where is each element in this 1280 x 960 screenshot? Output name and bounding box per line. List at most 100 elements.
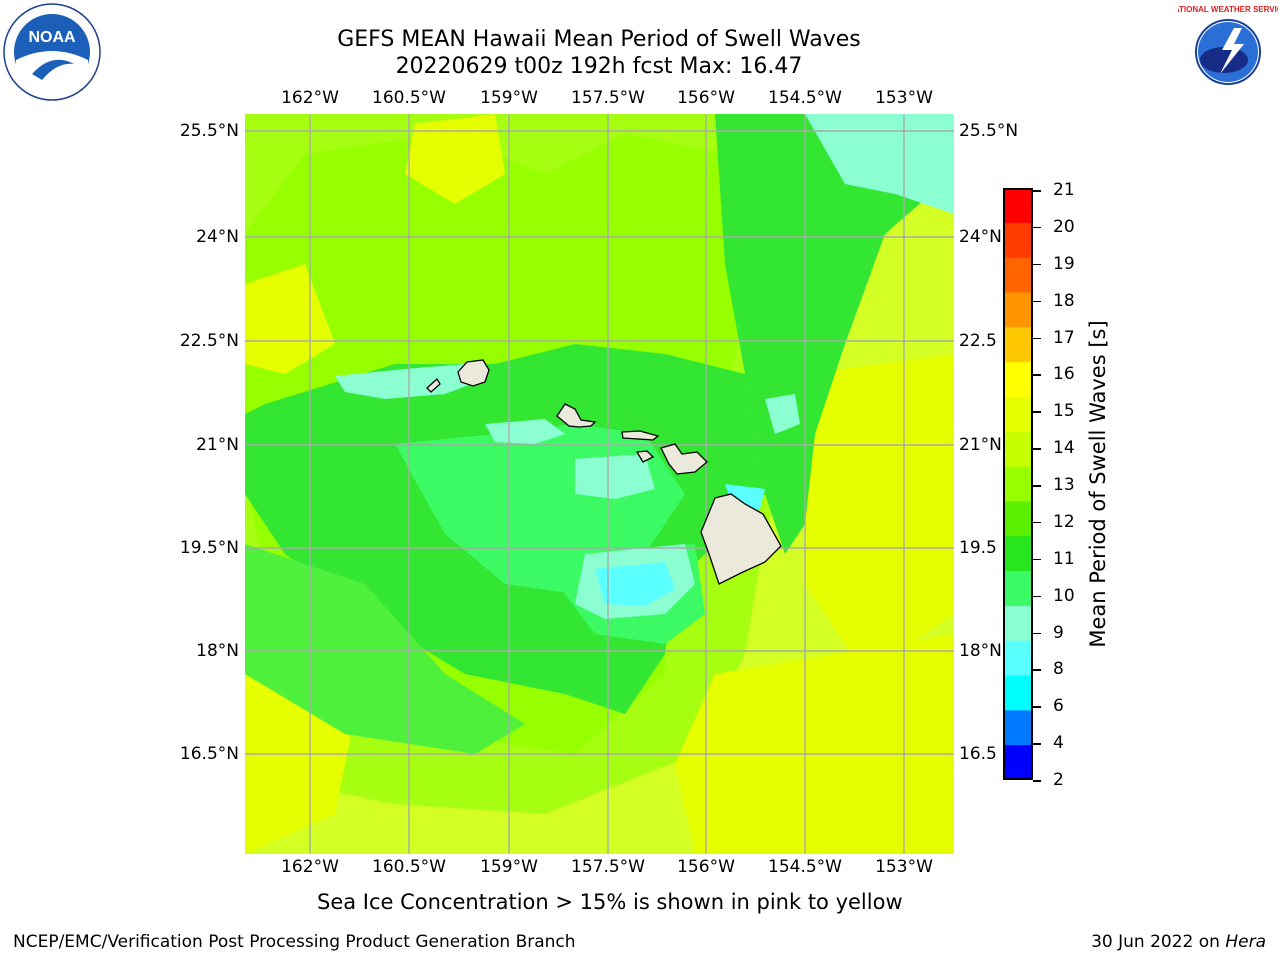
field-background	[245, 114, 954, 854]
colorbar-tick-label: 4	[1053, 733, 1064, 754]
island-oahu	[556, 403, 597, 428]
colorbar-tick-label: 19	[1053, 253, 1075, 274]
lon-label-bottom: 159°W	[480, 857, 538, 877]
islands	[426, 359, 782, 585]
colorbar-tick	[1033, 226, 1041, 229]
colorbar-tick	[1033, 337, 1041, 339]
colorbar-tick	[1033, 669, 1041, 671]
colorbar-tick-label: 20	[1053, 216, 1075, 237]
lat-label-right: 21°N	[959, 435, 1002, 455]
colorbar-swatch	[1003, 640, 1033, 677]
island-maui	[660, 443, 708, 475]
lon-label-bottom: 153°W	[875, 857, 933, 877]
colorbar-tick-label: 21	[1053, 180, 1075, 200]
swell-period-map	[245, 114, 954, 854]
footer-date: 30 Jun 2022 on Hera	[1091, 932, 1266, 952]
colorbar-tick	[1033, 632, 1041, 634]
colorbar-tick-label: 17	[1053, 327, 1075, 348]
colorbar-swatch	[1003, 362, 1033, 398]
island-lanai	[635, 450, 655, 463]
lon-label-bottom: 156°W	[677, 857, 735, 877]
colorbar-tick-label: 9	[1053, 622, 1064, 643]
nws-logo: NATIONAL WEATHER SERVICE	[1178, 5, 1278, 99]
colorbar-tick	[1033, 595, 1041, 598]
colorbar-tick-label: 12	[1053, 511, 1075, 532]
colorbar-frame	[1003, 188, 1033, 780]
colorbar-tick-label: 14	[1053, 438, 1075, 459]
island-niihau	[426, 377, 441, 393]
lon-label-top: 159°W	[480, 88, 538, 108]
noaa-logo: NOAA	[3, 3, 101, 101]
colorbar-tick	[1033, 780, 1041, 782]
lat-label-left: 18°N	[196, 641, 239, 661]
colorbar-swatch	[1003, 710, 1033, 746]
lon-label-top: 162°W	[281, 88, 339, 108]
colorbar-swatch	[1003, 396, 1033, 433]
lat-label-right: 16.5	[959, 744, 997, 764]
footer-date-text: 30 Jun 2022 on	[1091, 932, 1226, 952]
colorbar-swatch	[1003, 501, 1033, 537]
lat-label-left: 16.5°N	[179, 744, 239, 764]
island-hawaii	[700, 493, 782, 585]
lon-label-top: 154.5°W	[768, 88, 842, 108]
colorbar-tick	[1033, 190, 1041, 192]
lat-label-right: 24°N	[959, 227, 1002, 247]
svg-text:NATIONAL WEATHER SERVICE: NATIONAL WEATHER SERVICE	[1178, 5, 1278, 14]
footer-credit: NCEP/EMC/Verification Post Processing Pr…	[13, 932, 576, 952]
colorbar-tick	[1033, 743, 1041, 745]
lat-label-left: 22.5°N	[179, 331, 239, 351]
colorbar-tick-label: 8	[1053, 659, 1064, 680]
colorbar-swatch	[1003, 292, 1033, 328]
colorbar-title: Mean Period of Swell Waves [s]	[1086, 320, 1110, 648]
colorbar-tick	[1033, 411, 1041, 413]
colorbar-tick-label: 2	[1053, 770, 1064, 790]
lat-label-right: 25.5°N	[959, 121, 1019, 141]
colorbar-tick-label: 16	[1053, 364, 1075, 385]
colorbar-tick-label: 13	[1053, 475, 1075, 495]
colorbar-tick	[1033, 300, 1041, 303]
lon-label-top: 157.5°W	[571, 88, 645, 108]
lat-label-right: 18°N	[959, 641, 1002, 661]
island-molokai	[621, 430, 660, 441]
colorbar	[1003, 188, 1033, 780]
lat-label-left: 21°N	[196, 435, 239, 455]
svg-text:NOAA: NOAA	[28, 29, 76, 46]
colorbar-swatch	[1003, 536, 1033, 572]
map-title: GEFS MEAN Hawaii Mean Period of Swell Wa…	[337, 27, 861, 52]
colorbar-tick	[1033, 263, 1041, 266]
colorbar-swatch	[1003, 222, 1033, 259]
island-kauai	[457, 359, 490, 387]
graticule	[245, 114, 954, 854]
lon-label-bottom: 154.5°W	[768, 857, 842, 877]
lat-label-left: 25.5°N	[179, 121, 239, 141]
colorbar-swatch	[1003, 466, 1033, 502]
lon-label-bottom: 162°W	[281, 857, 339, 877]
colorbar-swatch	[1003, 327, 1033, 363]
colorbar-tick	[1033, 558, 1041, 561]
lon-label-bottom: 160.5°W	[372, 857, 446, 877]
lat-label-right: 22.5	[959, 331, 997, 351]
colorbar-tick-label: 18	[1053, 290, 1075, 311]
lon-label-bottom: 157.5°W	[571, 857, 645, 877]
lat-label-right: 19.5	[959, 538, 997, 558]
colorbar-swatch	[1003, 571, 1033, 607]
lat-label-left: 19.5°N	[179, 538, 239, 558]
lon-label-top: 156°W	[677, 88, 735, 108]
colorbar-tick-label: 6	[1053, 696, 1064, 717]
colorbar-swatch	[1003, 188, 1033, 224]
colorbar-tick	[1033, 485, 1041, 487]
footer-host: Hera	[1225, 932, 1266, 952]
colorbar-tick	[1033, 374, 1041, 376]
colorbar-swatch	[1003, 745, 1033, 780]
colorbar-swatch	[1003, 605, 1033, 642]
lon-label-top: 153°W	[875, 88, 933, 108]
colorbar-tick	[1033, 521, 1041, 524]
colorbar-tick-label: 15	[1053, 401, 1075, 422]
colorbar-swatch	[1003, 257, 1033, 293]
sea-ice-note: Sea Ice Concentration > 15% is shown in …	[317, 890, 903, 914]
colorbar-tick-label: 11	[1053, 548, 1075, 569]
map-subtitle: 20220629 t00z 192h fcst Max: 16.47	[395, 54, 803, 79]
colorbar-tick	[1033, 706, 1041, 708]
colorbar-swatch	[1003, 431, 1033, 468]
colorbar-swatch	[1003, 675, 1033, 711]
